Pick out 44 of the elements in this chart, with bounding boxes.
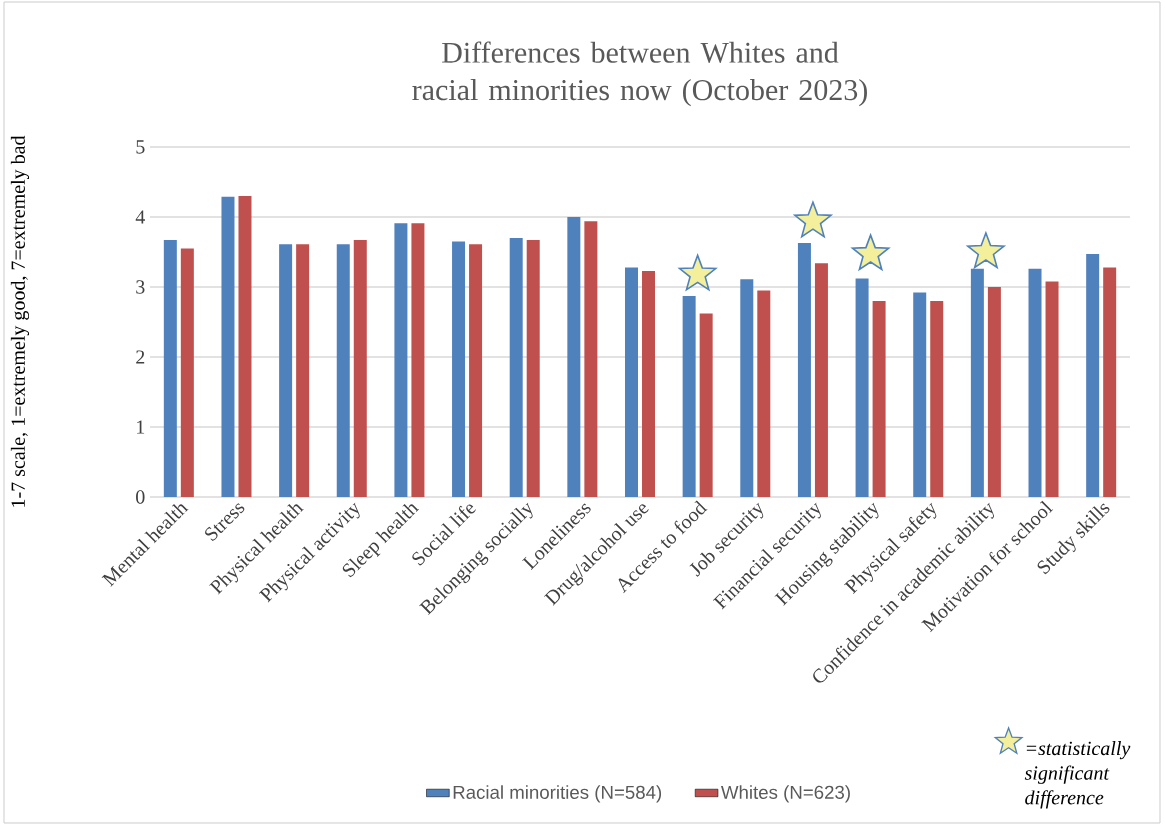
bar: [221, 196, 235, 497]
bar: [682, 296, 696, 497]
bar: [872, 301, 886, 497]
bar: [526, 240, 540, 497]
chart-title: Differences between Whites and racial minorities now (October 2023): [412, 41, 867, 107]
bar: [279, 244, 293, 497]
bar: [411, 223, 425, 497]
bar: [814, 263, 828, 497]
y-axis-title: 1-7 scale, 1=extremely good, 7=extremely bad: [10, 135, 30, 507]
bar: [1045, 281, 1059, 497]
bar: [855, 278, 869, 497]
bar: [987, 287, 1001, 497]
bar: [740, 279, 754, 497]
bar: [180, 248, 194, 497]
y-tick-label: 4: [135, 210, 145, 224]
y-tick-label: 1: [137, 420, 145, 434]
y-tick-label: 0: [136, 490, 145, 504]
bar: [642, 270, 656, 497]
legend-label: Racial minorities (N=584): [453, 785, 662, 803]
bar: [394, 223, 408, 497]
y-tick-label: 2: [136, 350, 145, 364]
bar: [353, 240, 367, 497]
bar: [584, 221, 598, 497]
bar: [509, 238, 523, 497]
bar: [1086, 254, 1100, 497]
bar: [797, 242, 811, 497]
legend-label: =statistically significant difference: [1024, 741, 1131, 809]
legend-label: Whites (N=623): [720, 785, 850, 803]
bar: [469, 244, 483, 497]
bar: [567, 217, 581, 497]
bar: [757, 290, 771, 497]
bar: [624, 267, 638, 497]
bar: [913, 292, 927, 497]
bar: [930, 301, 944, 497]
y-tick-label: 3: [136, 280, 145, 294]
bar: [699, 313, 713, 497]
bar: [336, 244, 350, 497]
bar: [296, 244, 310, 497]
bar: [1103, 267, 1117, 497]
y-tick-label: 5: [136, 140, 145, 154]
bar: [163, 240, 177, 497]
bar: [452, 241, 466, 497]
bar: [238, 196, 252, 497]
bar: [1028, 268, 1042, 497]
